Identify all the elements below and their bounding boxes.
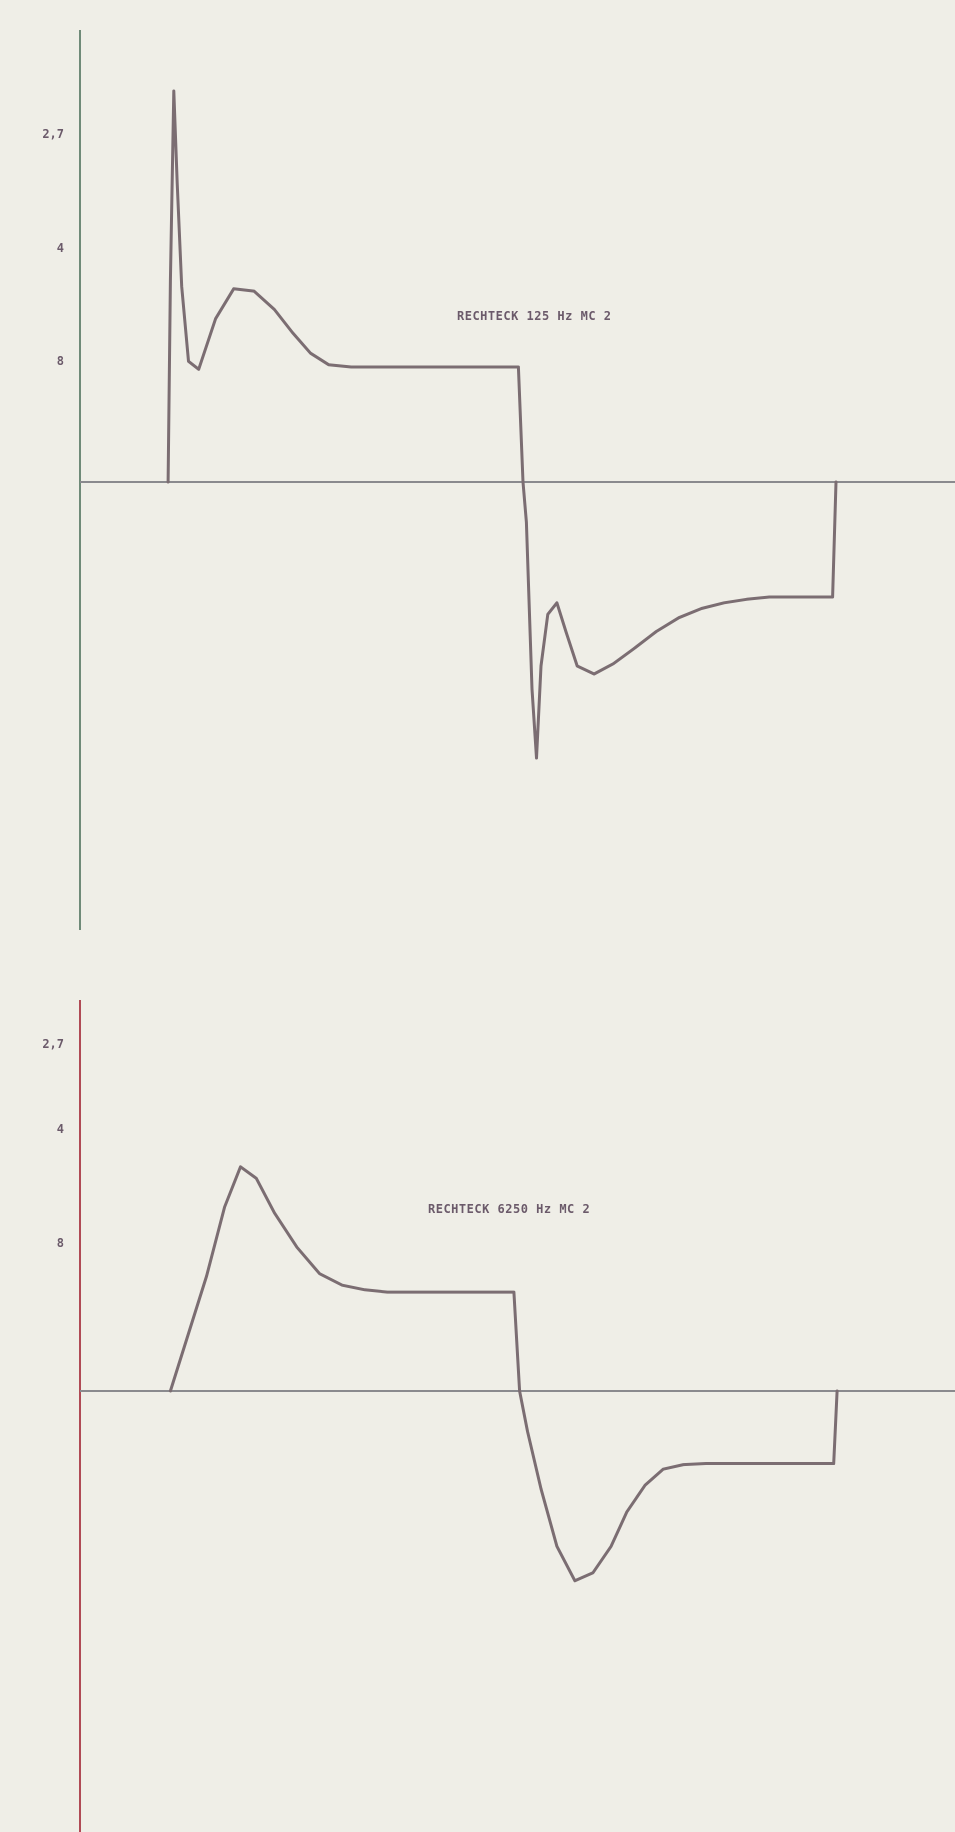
y-tick-label: 2,7 <box>42 127 64 141</box>
y-tick-label: 4 <box>57 1122 64 1136</box>
series-line <box>166 89 838 760</box>
chart-panel-1: 2,7 4 8 RECHTECK 125 Hz MC 2 <box>42 30 955 930</box>
y-tick-label: 8 <box>57 1236 64 1250</box>
y-tick-label: 2,7 <box>42 1037 64 1051</box>
chart-annotation: RECHTECK 125 Hz MC 2 <box>457 309 612 323</box>
chart-panel-2: 2,7 4 8 RECHTECK 6250 Hz MC 2 <box>42 1000 955 1832</box>
series-line <box>168 1165 839 1583</box>
y-tick-label: 4 <box>57 241 64 255</box>
chart-annotation: RECHTECK 6250 Hz MC 2 <box>428 1202 590 1216</box>
y-tick-label: 8 <box>57 354 64 368</box>
